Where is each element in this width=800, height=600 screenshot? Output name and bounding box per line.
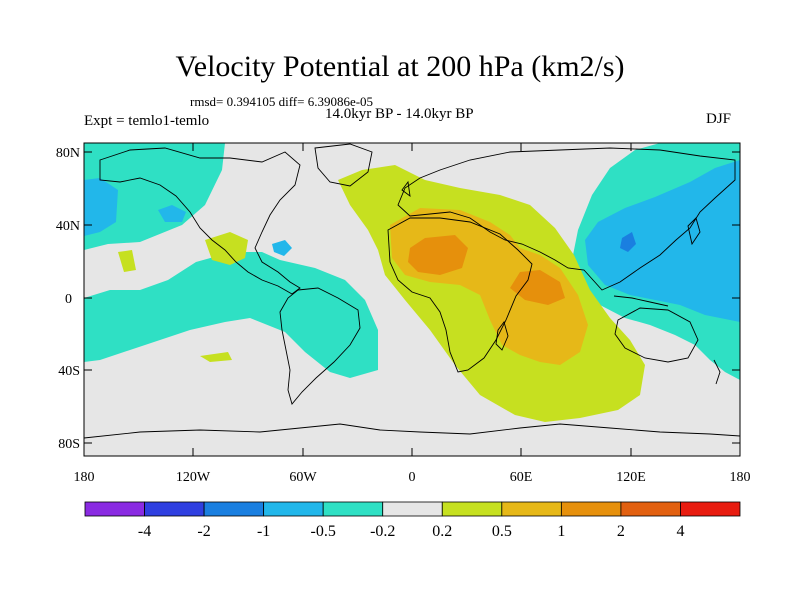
coastlines <box>84 143 740 439</box>
coastline-antarctica <box>84 423 740 439</box>
experiment-label: Expt = temlo1-temlo <box>84 113 210 129</box>
x-tick-label: 0 <box>409 470 416 485</box>
contour-lightblue-caribbean <box>272 240 292 256</box>
coastline-australia <box>614 307 699 363</box>
x-axis-labels: 180 120W 60W 0 60E 120E 180 <box>74 470 751 485</box>
colorbar-label: 2 <box>617 523 625 540</box>
coastline-indonesia <box>613 295 669 307</box>
x-tick-label: 120E <box>616 470 646 485</box>
x-tick-label: 180 <box>730 470 751 485</box>
colorbar-swatch <box>620 501 681 517</box>
contour-cyan-east-pacific <box>84 252 378 378</box>
y-tick-label: 0 <box>65 292 72 307</box>
x-tick-label: 180 <box>74 470 95 485</box>
colorbar-swatch <box>441 501 503 517</box>
rmsd-diff-stats: rmsd= 0.394105 diff= 6.39086e-05 <box>190 94 374 109</box>
contour-fill-layer <box>84 143 740 456</box>
colorbar-swatch <box>203 501 265 517</box>
contour-lightblue-northpac <box>158 205 186 222</box>
y-tick-label: 40N <box>56 219 80 234</box>
colorbar-label: -0.5 <box>311 523 336 540</box>
colorbar-swatch <box>560 501 622 517</box>
coastline-britain <box>401 180 411 198</box>
colorbar-label: -1 <box>257 523 270 540</box>
colorbar-swatch <box>322 501 384 517</box>
colorbar-label: 4 <box>676 523 684 540</box>
coastline-south-america <box>279 287 361 405</box>
colorbar: -4 -2 -1 -0.5 -0.2 0.2 0.5 1 2 4 <box>84 501 741 540</box>
period-label: 14.0kyr BP - 14.0kyr BP <box>325 106 474 122</box>
x-tick-label: 60W <box>289 470 317 485</box>
plot-title: Velocity Potential at 200 hPa (km2/s) <box>175 50 625 83</box>
colorbar-swatch <box>263 501 324 517</box>
contour-orange-sahara <box>408 235 468 275</box>
contour-lightblue-asia <box>585 160 740 322</box>
colorbar-label: -4 <box>138 523 151 540</box>
contour-cyan-north-pacific <box>84 143 225 250</box>
coastline-eurasia <box>397 147 736 291</box>
contour-midblue-asia <box>620 232 636 252</box>
tick-marks <box>83 143 741 456</box>
colorbar-label: -2 <box>197 523 210 540</box>
coastline-africa <box>387 217 533 373</box>
contour-orange-indian <box>510 270 565 305</box>
contour-lightblue-pacific <box>84 178 118 236</box>
colorbar-swatch <box>501 501 562 517</box>
x-tick-label: 60E <box>510 470 533 485</box>
season-label: DJF <box>706 111 732 127</box>
coastline-new-zealand <box>713 359 721 385</box>
coastline-greenland <box>314 143 373 187</box>
colorbar-label: -0.2 <box>370 523 395 540</box>
y-tick-label: 80S <box>58 437 80 452</box>
contour-lime-southamerica <box>200 352 232 362</box>
colorbar-label: 0.2 <box>432 523 452 540</box>
x-tick-label: 120W <box>176 470 211 485</box>
contour-lime-mexico <box>205 232 248 265</box>
y-tick-label: 40S <box>58 364 80 379</box>
coastline-madagascar <box>495 321 509 351</box>
colorbar-swatch <box>144 501 205 517</box>
colorbar-swatch <box>382 501 443 517</box>
colorbar-swatch <box>84 501 145 517</box>
coastline-japan <box>687 217 701 246</box>
y-tick-label: 80N <box>56 146 80 161</box>
colorbar-label: 1 <box>557 523 565 540</box>
colorbar-swatch <box>680 501 741 517</box>
coastline-north-america <box>99 147 301 295</box>
y-axis-labels: 80N 40N 0 40S 80S <box>56 146 80 452</box>
colorbar-label: 0.5 <box>492 523 512 540</box>
contour-lime-nepac <box>118 250 136 272</box>
